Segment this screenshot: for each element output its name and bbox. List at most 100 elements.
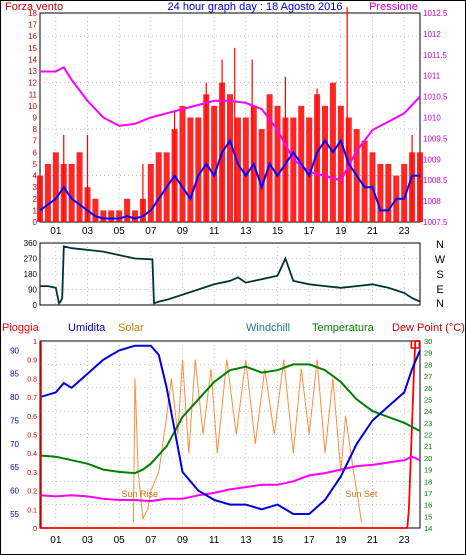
- pressure-y-tick-label: 1010: [423, 114, 441, 123]
- wind-y-tick-label: 13: [28, 67, 37, 76]
- compass-label-n: N: [436, 239, 444, 251]
- wind-y-tick-label: 17: [28, 21, 37, 30]
- wind-speed-bar: [155, 152, 162, 222]
- wind-speed-bar: [68, 163, 75, 222]
- rain-y-tick-label: 0.2: [27, 489, 37, 496]
- panel3-x-tick-label: 11: [209, 535, 220, 546]
- rain-y-tick-label: 0.3: [27, 470, 37, 477]
- temperature-y-tick-label: 21: [424, 442, 432, 451]
- temperature-y-tick-label: 25: [424, 395, 432, 404]
- panel1-x-tick-label: 23: [399, 226, 411, 237]
- wind-speed-bar: [108, 210, 115, 222]
- humidity-y-tick-label: 85: [10, 370, 19, 379]
- direction-y-tick-label: 360: [24, 239, 38, 248]
- wind-y-tick-label: 7: [33, 137, 38, 146]
- wind-y-tick-label: 9: [33, 114, 38, 123]
- pressure-y-tick-label: 1012.5: [423, 9, 448, 18]
- temperature-y-tick-label: 15: [424, 512, 432, 521]
- wind-speed-bar: [124, 198, 131, 222]
- chart-title: 24 hour graph day : 18 Agosto 2016: [168, 1, 343, 13]
- rain-y-tick-label: 0.6: [27, 414, 37, 421]
- wind-speed-bar: [306, 117, 313, 222]
- temperature-y-tick-label: 19: [424, 466, 432, 475]
- wind-y-tick-label: 3: [33, 183, 38, 192]
- humidity-y-tick-label: 75: [10, 416, 19, 425]
- rain-marker: [410, 340, 421, 349]
- pressure-y-tick-label: 1012: [423, 30, 441, 39]
- pressure-y-tick-label: 1011.5: [423, 51, 447, 60]
- wind-speed-bar: [187, 117, 194, 222]
- wind-y-tick-label: 11: [29, 90, 38, 99]
- wind-pressure-panel: 01234567891011121314151617181007.5100810…: [28, 7, 448, 237]
- humidity-y-tick-label: 60: [10, 487, 19, 496]
- temperature-y-tick-label: 26: [424, 384, 432, 393]
- wind-speed-bar: [179, 105, 186, 222]
- rain-y-tick-label: 0.9: [27, 358, 37, 365]
- wind-y-tick-label: 14: [28, 55, 37, 64]
- panel1-x-tick-label: 19: [335, 226, 347, 237]
- wind-speed-bar: [242, 117, 249, 222]
- panel1-x-tick-label: 05: [114, 226, 126, 237]
- humidity-y-tick-label: 70: [10, 440, 19, 449]
- rain-y-tick-label: 0.1: [27, 507, 37, 514]
- wind-average-line: [39, 138, 420, 220]
- pressure-axis-title: Pressione: [369, 1, 418, 13]
- temperature-y-tick-label: 17: [424, 489, 432, 498]
- panel1-x-tick-label: 07: [145, 226, 157, 237]
- wind-y-tick-label: 12: [28, 79, 37, 88]
- wind-speed-bar: [258, 129, 265, 222]
- wind-y-tick-label: 5: [33, 160, 38, 169]
- wind-y-tick-label: 18: [28, 9, 37, 18]
- wind-speed-bar: [266, 94, 273, 222]
- panel3-x-tick-label: 09: [177, 535, 189, 546]
- legend-solar: Solar: [118, 322, 144, 334]
- wind-y-tick-label: 2: [33, 195, 38, 204]
- direction-y-tick-label: 0: [33, 301, 38, 310]
- legend-rain: Pioggia: [2, 322, 40, 334]
- humidity-y-tick-label: 90: [10, 346, 19, 355]
- humidity-y-tick-label: 55: [10, 510, 19, 519]
- temperature-y-tick-label: 22: [424, 431, 432, 440]
- solar-line: [132, 359, 362, 523]
- panel1-x-tick-label: 13: [240, 226, 252, 237]
- panel1-x-tick-label: 15: [272, 226, 284, 237]
- wind-axis-title: Forza vento: [5, 1, 63, 13]
- wind-y-tick-label: 8: [33, 125, 38, 134]
- temperature-y-tick-label: 28: [424, 360, 432, 369]
- panel3-x-tick-label: 13: [240, 535, 252, 546]
- rain-y-tick-label: 0: [33, 526, 37, 533]
- wind-speed-bar: [337, 105, 344, 222]
- wind-speed-bar: [345, 117, 352, 222]
- rain-y-tick-label: 0.4: [27, 451, 37, 458]
- legend-temperature: Temperatura: [312, 322, 375, 334]
- wind-speed-bar: [211, 105, 218, 222]
- compass-label-s: S: [436, 269, 443, 281]
- pressure-y-tick-label: 1008: [423, 197, 441, 206]
- wind-speed-bar: [377, 163, 384, 222]
- panel1-x-tick-label: 01: [50, 226, 62, 237]
- wind-speed-bar: [417, 152, 423, 222]
- panel3-x-tick-label: 05: [114, 535, 126, 546]
- temperature-y-tick-label: 30: [424, 337, 432, 346]
- wind-speed-bar: [52, 152, 59, 222]
- compass-label-w: W: [435, 254, 446, 266]
- temperature-y-tick-label: 18: [424, 477, 432, 486]
- panel3-x-tick-label: 07: [145, 535, 157, 546]
- humidity-line: [39, 344, 421, 515]
- wind-speed-bar: [401, 163, 408, 222]
- temperature-y-tick-label: 14: [424, 524, 432, 533]
- wind-y-tick-label: 6: [33, 148, 38, 157]
- legend-windchill: Windchill: [246, 322, 290, 334]
- wind-speed-bar: [385, 163, 392, 222]
- wind-speed-bar: [132, 210, 138, 222]
- pressure-line: [40, 65, 421, 182]
- dew-point-line: [39, 455, 421, 503]
- direction-y-tick-label: 90: [28, 286, 37, 295]
- panel3-x-tick-label: 19: [335, 535, 347, 546]
- rain-y-tick-label: 0.7: [27, 395, 37, 402]
- panel1-x-tick-label: 03: [82, 226, 94, 237]
- wind-y-tick-label: 16: [28, 32, 37, 41]
- temperature-y-tick-label: 16: [424, 501, 432, 510]
- panel3-x-tick-label: 01: [50, 535, 62, 546]
